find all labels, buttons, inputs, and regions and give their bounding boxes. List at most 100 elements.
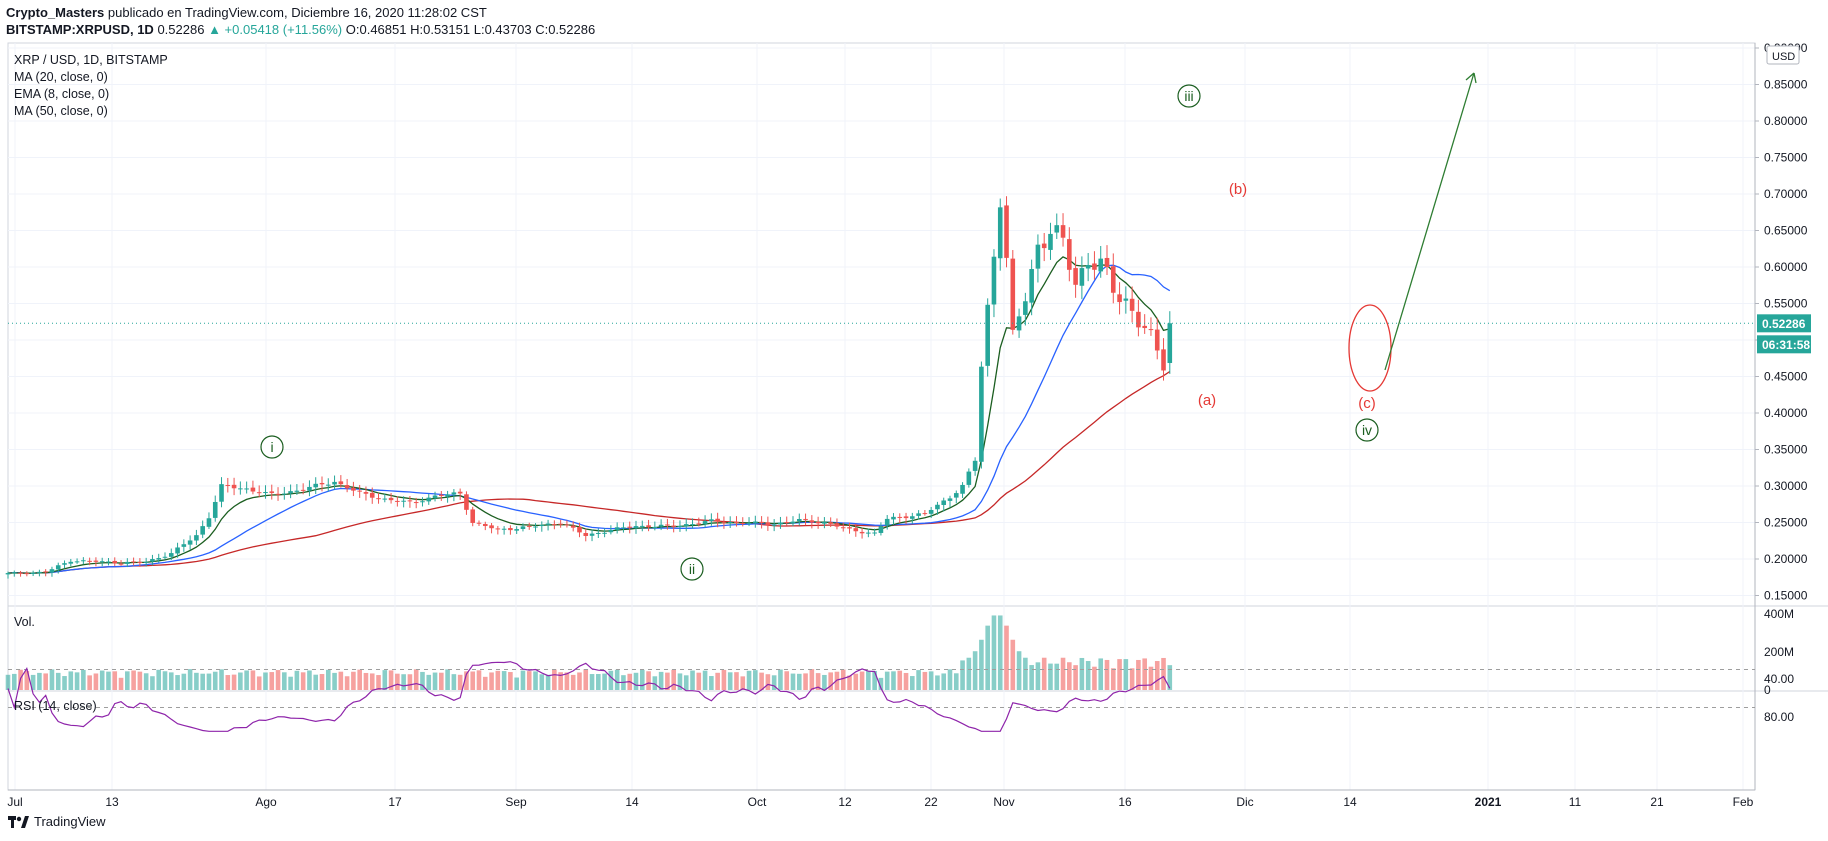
- candle: [545, 519, 551, 531]
- candle: [219, 477, 224, 508]
- candle: [639, 520, 645, 532]
- volume-bar: [407, 674, 413, 690]
- candle-body: [68, 561, 74, 564]
- candle: [37, 569, 42, 577]
- volume-bar: [1136, 659, 1141, 690]
- candle: [445, 490, 450, 503]
- candle: [520, 523, 526, 532]
- rsi-label[interactable]: RSI (14, close): [14, 699, 97, 713]
- candle-body: [219, 484, 224, 502]
- volume-bar: [966, 657, 972, 690]
- candle: [928, 506, 934, 518]
- ema8-legend[interactable]: EMA (8, close, 0): [14, 87, 110, 101]
- volume-label[interactable]: Vol.: [14, 615, 35, 629]
- volume-bar: [288, 676, 293, 690]
- volume-bar: [275, 670, 281, 690]
- candle: [966, 468, 972, 488]
- ma50-legend[interactable]: MA (50, close, 0): [14, 104, 108, 118]
- candle-body: [225, 484, 231, 486]
- candle: [1161, 338, 1166, 381]
- candle-body: [558, 523, 563, 525]
- volume-bar: [979, 639, 984, 690]
- candle: [168, 548, 174, 560]
- candle: [771, 519, 777, 532]
- candle-body: [790, 521, 796, 524]
- volume-bar: [1142, 658, 1147, 690]
- candle-body: [734, 521, 739, 523]
- candle: [313, 477, 319, 494]
- correction-label[interactable]: (b): [1229, 181, 1247, 198]
- tradingview-logo-icon: [8, 815, 29, 828]
- volume-bar: [840, 669, 846, 690]
- volume-bar: [809, 669, 815, 690]
- volume-bar: [11, 673, 17, 690]
- volume-bar: [1016, 651, 1022, 690]
- candle: [872, 528, 877, 536]
- candle: [671, 519, 676, 533]
- candle-body: [953, 493, 959, 498]
- volume-bar: [847, 675, 852, 690]
- correction-label[interactable]: (c): [1358, 395, 1376, 412]
- volume-bar: [307, 670, 312, 690]
- volume-bar: [363, 672, 369, 690]
- author-name[interactable]: Crypto_Masters: [6, 5, 105, 20]
- candle-body: [43, 571, 48, 573]
- wave-label-ii[interactable]: ii: [680, 557, 704, 581]
- candle-body: [1148, 329, 1154, 331]
- candle-body: [464, 494, 469, 510]
- candle: [131, 557, 136, 566]
- volume-bar: [702, 670, 708, 690]
- wave-text: i: [270, 439, 273, 455]
- volume-bar: [740, 676, 746, 690]
- candle: [43, 569, 48, 577]
- candle: [294, 484, 300, 495]
- candle-body: [721, 522, 727, 524]
- volume-bar: [106, 671, 111, 690]
- wave-label-iii[interactable]: iii: [1177, 84, 1201, 108]
- candle-body: [49, 569, 55, 573]
- candle-body: [495, 528, 501, 530]
- volume-bar: [282, 672, 287, 690]
- candle: [1029, 259, 1034, 316]
- volume-bar: [608, 670, 614, 690]
- candle: [1023, 292, 1028, 326]
- candle-body: [683, 524, 689, 527]
- candle-body: [922, 513, 928, 515]
- candle-body: [118, 563, 124, 565]
- ma20-legend[interactable]: MA (20, close, 0): [14, 70, 108, 84]
- candle: [225, 477, 231, 493]
- candle: [206, 512, 212, 529]
- volume-bar: [24, 670, 30, 690]
- wave-label-iv[interactable]: iv: [1355, 418, 1379, 442]
- wave-label-i[interactable]: i: [260, 435, 284, 459]
- candle-body: [244, 488, 249, 490]
- volume-bar: [187, 669, 193, 690]
- candle-body: [175, 547, 180, 554]
- highlight-ellipse[interactable]: [1348, 304, 1392, 392]
- pair-legend[interactable]: XRP / USD, 1D, BITSTAMP: [14, 53, 168, 67]
- candle: [250, 480, 256, 495]
- candle: [1110, 253, 1116, 304]
- wave-circle: [1177, 84, 1201, 108]
- candle-body: [388, 497, 394, 501]
- volume-bar: [49, 669, 55, 690]
- candle-body: [30, 572, 36, 574]
- candle-body: [985, 304, 990, 366]
- candle-body: [231, 484, 237, 489]
- candle-body: [589, 533, 595, 536]
- projection-arrow[interactable]: [1384, 72, 1477, 371]
- candle-body: [1004, 205, 1009, 258]
- candle: [401, 496, 406, 508]
- candle: [859, 527, 865, 539]
- volume-bar: [646, 671, 651, 690]
- volume-bar: [150, 676, 155, 690]
- volume-bar: [872, 670, 877, 690]
- candle: [1079, 256, 1085, 300]
- candle: [979, 361, 984, 469]
- price-tick-label: 0.70000: [1764, 187, 1808, 201]
- footer-brand[interactable]: TradingView: [8, 814, 106, 829]
- candle-body: [1167, 323, 1173, 363]
- candle: [162, 552, 168, 560]
- correction-label[interactable]: (a): [1198, 392, 1216, 409]
